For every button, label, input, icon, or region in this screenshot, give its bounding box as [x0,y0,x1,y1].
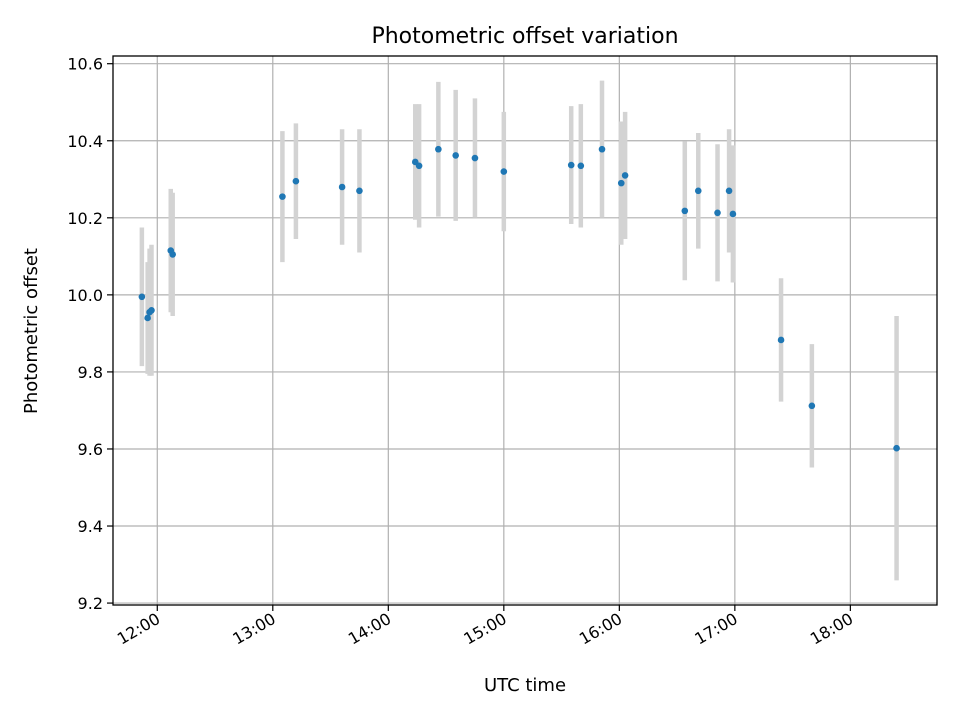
data-point [577,162,585,170]
y-tick-label: 9.4 [78,517,103,536]
data-point [148,306,155,314]
data-points [138,145,900,452]
data-point [714,209,721,217]
data-point [777,336,785,344]
y-tick-label: 9.6 [78,440,103,459]
y-tick-label: 10.0 [67,286,103,305]
data-point [138,293,146,301]
y-tick-label: 9.2 [78,594,103,613]
data-point [356,187,363,195]
y-tick-label: 9.8 [78,363,103,382]
data-point [729,210,737,218]
data-point [452,152,459,159]
data-point [415,162,423,170]
data-point [338,183,346,191]
data-point [808,402,816,410]
y-tick-label: 10.4 [67,132,103,151]
data-point [725,187,733,195]
chart-title: Photometric offset variation [371,24,678,49]
data-point [621,172,629,179]
y-tick-label: 10.2 [67,209,103,228]
data-point [500,168,508,175]
data-point [435,145,442,153]
data-point [169,251,176,258]
plot-frame [112,55,938,606]
data-point [471,154,479,162]
grid [113,56,937,605]
y-tick-label: 10.6 [67,55,103,74]
data-point [694,187,702,195]
data-point [144,314,151,322]
x-axis-label: UTC time [484,675,566,696]
data-point [617,179,625,187]
data-point [567,161,575,169]
data-point [279,193,286,200]
data-point [893,444,900,452]
data-point [681,207,689,215]
data-point [292,177,300,185]
data-point [598,145,606,153]
y-axis-label: Photometric offset [21,248,42,414]
